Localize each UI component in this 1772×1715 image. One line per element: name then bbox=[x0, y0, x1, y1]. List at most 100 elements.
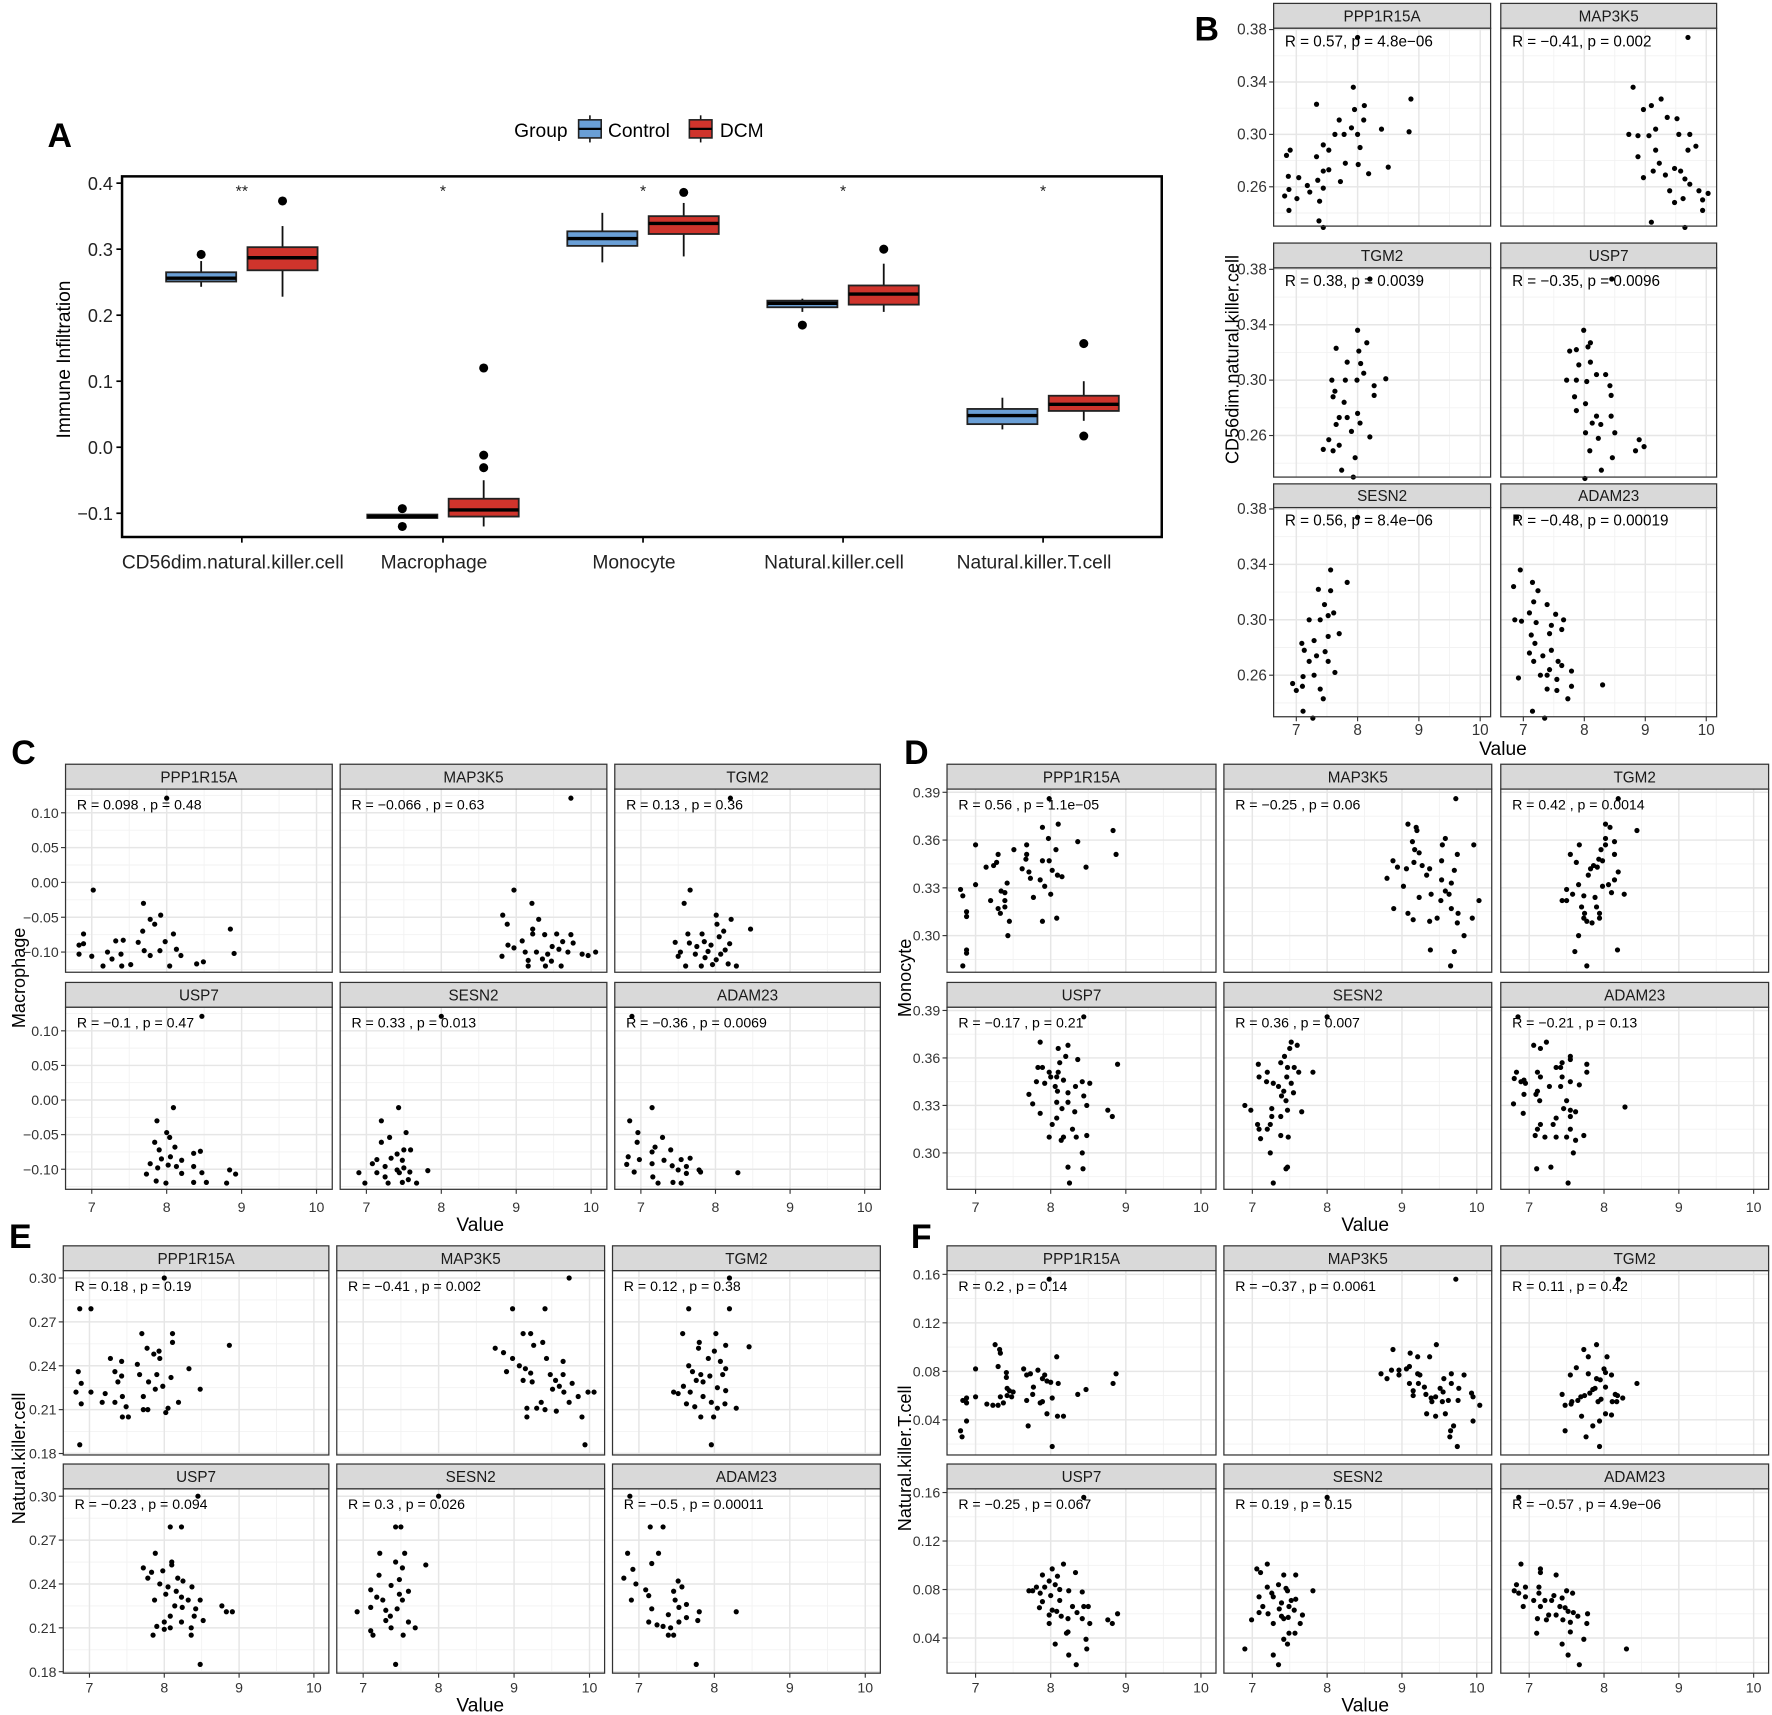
data-point bbox=[1609, 455, 1615, 461]
x-tick-label: 10 bbox=[306, 1679, 322, 1695]
data-point bbox=[635, 1129, 641, 1136]
facet-strip bbox=[614, 981, 881, 1008]
data-point bbox=[1584, 1611, 1591, 1617]
data-point bbox=[1054, 1573, 1061, 1579]
data-point bbox=[707, 1373, 713, 1379]
data-point bbox=[1109, 1620, 1115, 1627]
facet-plot-area bbox=[947, 1488, 1216, 1674]
data-point bbox=[700, 1379, 706, 1385]
data-point bbox=[1550, 1121, 1556, 1128]
data-point bbox=[1544, 672, 1550, 678]
data-point bbox=[1516, 1590, 1522, 1596]
data-point bbox=[1440, 1389, 1446, 1395]
data-point bbox=[1428, 891, 1434, 897]
data-point bbox=[1079, 1589, 1085, 1595]
facet-title: PPP1R15A bbox=[160, 769, 238, 786]
data-point bbox=[1573, 1365, 1579, 1371]
data-point bbox=[1533, 1091, 1539, 1097]
facet-strip bbox=[62, 1245, 330, 1272]
panel-e-scatter: PPP1R15A R = 0.18 , p = 0.19 0.18 0.21 0.24 0… bbox=[9, 1245, 881, 1715]
data-point bbox=[140, 928, 146, 934]
facet-title: ADAM23 bbox=[1604, 988, 1665, 1005]
data-point bbox=[516, 1363, 522, 1369]
data-point bbox=[1596, 910, 1603, 916]
data-point bbox=[1559, 1391, 1565, 1397]
facet-strip bbox=[1223, 763, 1493, 790]
y-tick-label: 0.36 bbox=[913, 832, 941, 848]
facet-plot-area bbox=[612, 1488, 881, 1674]
data-point bbox=[380, 1597, 386, 1603]
data-point bbox=[1445, 1397, 1451, 1404]
data-point bbox=[628, 1597, 634, 1603]
data-point bbox=[1559, 897, 1565, 904]
data-point bbox=[387, 1134, 393, 1141]
data-point bbox=[522, 949, 528, 955]
facet-strip bbox=[339, 763, 608, 790]
data-point bbox=[1344, 414, 1350, 421]
data-point bbox=[1593, 904, 1600, 910]
data-point bbox=[1607, 824, 1613, 830]
data-point bbox=[152, 1550, 158, 1556]
y-tick-label: 0.16 bbox=[913, 1485, 941, 1501]
facet-map3k5: MAP3K5 R = −0.37 , p = 0.0061 bbox=[1223, 1245, 1493, 1456]
x-tick-label: 10 bbox=[583, 1199, 599, 1215]
data-point bbox=[1396, 1372, 1402, 1378]
data-point bbox=[393, 1524, 399, 1530]
data-point bbox=[963, 1395, 970, 1401]
data-point bbox=[1065, 1042, 1071, 1048]
data-point bbox=[1674, 116, 1680, 122]
data-point bbox=[112, 1369, 118, 1375]
data-point bbox=[1567, 1107, 1573, 1113]
outlier-point bbox=[1079, 339, 1089, 349]
data-point bbox=[723, 1342, 729, 1348]
data-point bbox=[1057, 1060, 1063, 1066]
data-point bbox=[1516, 1494, 1522, 1500]
data-point bbox=[1520, 1110, 1526, 1116]
data-point bbox=[696, 1339, 702, 1345]
data-point bbox=[1037, 1039, 1043, 1045]
data-point bbox=[735, 1170, 741, 1176]
facet-title: USP7 bbox=[1062, 988, 1102, 1005]
facet-sesn2: SESN2 R = 0.56, p = 8.4e−06 0.26 0.30 0.34 0.… bbox=[1237, 483, 1492, 739]
data-point bbox=[1570, 1150, 1576, 1156]
facet-strip bbox=[1500, 763, 1770, 790]
facet-title: TGM2 bbox=[1614, 769, 1656, 786]
facet-border bbox=[946, 1488, 1217, 1674]
data-point bbox=[1510, 1101, 1517, 1107]
data-point bbox=[683, 1601, 690, 1608]
data-point bbox=[226, 1342, 232, 1348]
data-point bbox=[1394, 864, 1401, 870]
data-point bbox=[167, 1134, 173, 1141]
data-point bbox=[1585, 872, 1591, 878]
data-point bbox=[158, 1156, 165, 1162]
data-point bbox=[370, 1632, 376, 1638]
data-point bbox=[399, 1179, 405, 1185]
y-axis-title: Macrophage bbox=[9, 928, 29, 1029]
x-tick-label: 10 bbox=[1746, 1679, 1762, 1695]
data-point bbox=[708, 1442, 714, 1448]
data-point bbox=[531, 1342, 537, 1348]
data-point bbox=[1046, 1578, 1052, 1584]
facet-strip bbox=[611, 1463, 881, 1490]
data-point bbox=[1248, 1107, 1254, 1113]
data-point bbox=[1283, 1098, 1289, 1104]
data-point bbox=[1284, 1641, 1291, 1647]
data-point bbox=[545, 951, 551, 957]
facet-strip bbox=[1500, 981, 1770, 1008]
y-tick-label: −0.10 bbox=[23, 944, 59, 960]
data-point bbox=[633, 1581, 639, 1587]
data-point bbox=[1593, 413, 1600, 419]
data-point bbox=[1562, 1605, 1568, 1611]
y-tick-label: 0.34 bbox=[1237, 556, 1267, 573]
data-point bbox=[1581, 1346, 1587, 1353]
data-point bbox=[1055, 1045, 1061, 1052]
data-point bbox=[1083, 1636, 1089, 1642]
data-point bbox=[1534, 1069, 1541, 1075]
data-point bbox=[1378, 1371, 1384, 1377]
facet-plot-area bbox=[336, 1488, 605, 1674]
y-tick-label: 0.34 bbox=[1237, 74, 1267, 91]
data-point bbox=[186, 1366, 192, 1372]
facet-title: MAP3K5 bbox=[1328, 1251, 1388, 1268]
significance-label: * bbox=[440, 184, 446, 201]
x-tick-label: 9 bbox=[786, 1199, 794, 1215]
